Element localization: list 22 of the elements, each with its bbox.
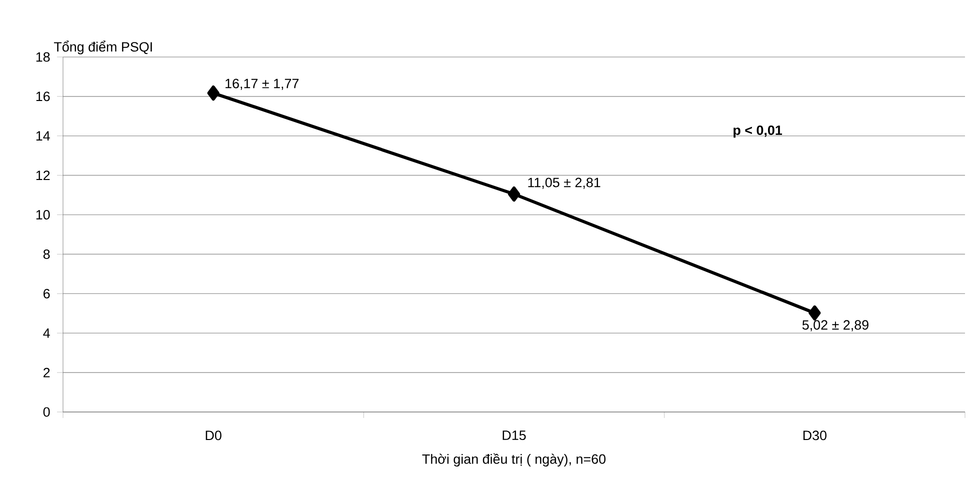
y-tick-label: 0 <box>43 407 50 417</box>
point <box>508 186 520 202</box>
y-axis-title: Tổng điểm PSQI <box>54 40 152 54</box>
y-tick-label: 16 <box>36 92 50 102</box>
y-tick-label: 2 <box>44 368 50 378</box>
x-tick-label: D30 <box>803 430 826 440</box>
annotation: 11,05 ± 2,81 <box>528 178 600 189</box>
x-tick-label: D15 <box>502 430 526 440</box>
x-tick-label: D0 <box>206 430 222 440</box>
y-tick-label: 18 <box>36 52 50 62</box>
y-tick-label: 8 <box>43 249 50 259</box>
point <box>808 305 821 321</box>
annotation: 5,02 ± 2,89 <box>802 320 868 332</box>
y-tick-label: 4 <box>43 328 50 338</box>
point <box>207 86 220 101</box>
y-tick-label: 10 <box>36 210 50 220</box>
y-tick-label: 6 <box>44 288 50 298</box>
annotation: p < 0,01 <box>734 125 782 138</box>
x-axis-title: Thời gian điều trị ( ngày), n=60 <box>422 453 606 466</box>
y-tick-label: 14 <box>36 131 50 140</box>
y-tick-label: 12 <box>36 170 50 180</box>
annotation: 16,17 ± 1,77 <box>226 78 299 90</box>
